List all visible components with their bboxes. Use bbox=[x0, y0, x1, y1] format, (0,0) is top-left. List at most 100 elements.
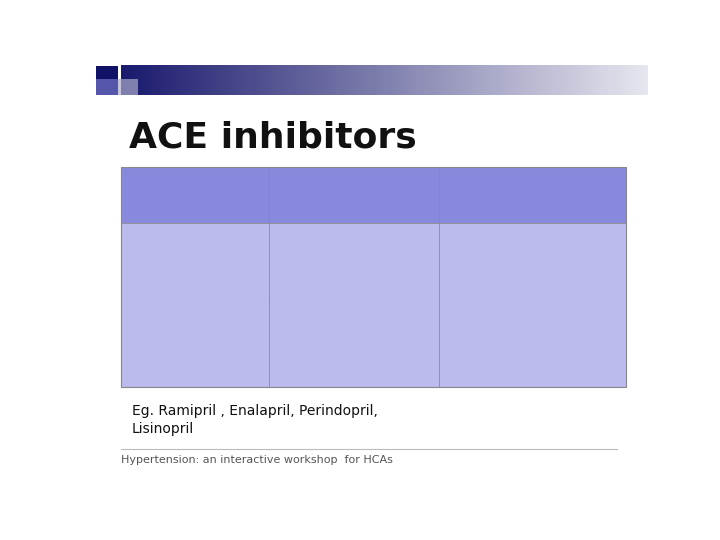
Bar bbox=[560, 65, 565, 94]
Bar bbox=[644, 65, 649, 94]
Bar bbox=[151, 65, 156, 94]
Bar bbox=[485, 65, 490, 94]
Bar bbox=[438, 223, 626, 387]
Bar bbox=[314, 65, 319, 94]
Bar bbox=[529, 65, 534, 94]
Bar bbox=[621, 65, 626, 94]
Bar bbox=[96, 66, 118, 79]
Bar bbox=[217, 65, 222, 94]
Bar bbox=[481, 65, 486, 94]
Bar bbox=[415, 65, 420, 94]
Bar bbox=[318, 65, 323, 94]
Bar bbox=[288, 65, 292, 94]
Bar bbox=[556, 65, 561, 94]
Bar bbox=[118, 79, 138, 94]
Bar bbox=[534, 65, 539, 94]
Bar bbox=[261, 65, 266, 94]
Bar bbox=[508, 65, 513, 94]
Bar bbox=[257, 65, 262, 94]
Bar bbox=[239, 65, 244, 94]
Bar bbox=[600, 65, 605, 94]
Bar bbox=[494, 65, 499, 94]
Bar bbox=[569, 65, 574, 94]
Bar bbox=[516, 65, 521, 94]
Bar bbox=[121, 65, 126, 94]
Bar bbox=[547, 65, 552, 94]
Bar bbox=[341, 65, 346, 94]
Bar bbox=[327, 65, 332, 94]
Bar bbox=[420, 65, 425, 94]
Bar bbox=[564, 65, 570, 94]
Bar bbox=[235, 65, 240, 94]
Bar bbox=[376, 65, 380, 94]
Bar bbox=[310, 65, 315, 94]
Bar bbox=[195, 65, 200, 94]
Bar bbox=[406, 65, 411, 94]
Bar bbox=[639, 65, 644, 94]
Text: Fall in BP
Skin rash
Persistent dry
cough
Effect on kidneys
Major allergic
react: Fall in BP Skin rash Persistent dry coug… bbox=[275, 230, 408, 368]
Bar bbox=[345, 65, 350, 94]
Bar bbox=[121, 167, 269, 223]
Text: Hypertension: an interactive workshop  for HCAs: Hypertension: an interactive workshop fo… bbox=[121, 455, 392, 465]
Bar bbox=[635, 65, 640, 94]
Bar bbox=[204, 65, 209, 94]
Bar bbox=[121, 167, 626, 387]
Bar bbox=[410, 65, 415, 94]
Bar bbox=[613, 65, 618, 94]
Bar bbox=[397, 65, 402, 94]
Bar bbox=[543, 65, 547, 94]
Bar bbox=[631, 65, 635, 94]
Bar bbox=[226, 65, 231, 94]
Bar bbox=[248, 65, 253, 94]
Bar bbox=[332, 65, 336, 94]
Bar bbox=[143, 65, 148, 94]
Bar bbox=[178, 65, 183, 94]
Bar bbox=[274, 65, 279, 94]
Bar bbox=[165, 65, 170, 94]
Bar bbox=[450, 65, 455, 94]
Bar bbox=[156, 65, 161, 94]
Bar bbox=[454, 65, 459, 94]
Bar bbox=[490, 65, 495, 94]
Bar bbox=[209, 65, 214, 94]
Bar bbox=[186, 65, 192, 94]
Bar bbox=[354, 65, 359, 94]
Bar bbox=[464, 65, 469, 94]
Bar bbox=[134, 65, 139, 94]
Bar bbox=[305, 65, 310, 94]
Bar bbox=[253, 65, 258, 94]
Bar bbox=[222, 65, 227, 94]
Bar bbox=[402, 65, 407, 94]
Bar bbox=[573, 65, 578, 94]
Bar bbox=[595, 65, 600, 94]
Bar bbox=[498, 65, 503, 94]
Bar bbox=[604, 65, 609, 94]
Text: On starting, BP will
be checked
regularly.
U&E checked
regularly: On starting, BP will be checked regularl… bbox=[446, 230, 591, 327]
Bar bbox=[372, 65, 376, 94]
Bar bbox=[230, 65, 235, 94]
Bar bbox=[552, 65, 557, 94]
Bar bbox=[384, 65, 390, 94]
Bar bbox=[525, 65, 530, 94]
Bar bbox=[279, 65, 284, 94]
Bar bbox=[336, 65, 341, 94]
Bar bbox=[270, 65, 275, 94]
Bar bbox=[472, 65, 477, 94]
Bar bbox=[459, 65, 464, 94]
Bar bbox=[125, 65, 130, 94]
Bar bbox=[358, 65, 363, 94]
Bar bbox=[191, 65, 196, 94]
Bar bbox=[393, 65, 398, 94]
Bar bbox=[587, 65, 591, 94]
Bar bbox=[292, 65, 297, 94]
Bar bbox=[269, 223, 438, 387]
Bar bbox=[121, 223, 269, 387]
Text: Possible side
effects: Possible side effects bbox=[275, 174, 397, 214]
Bar bbox=[438, 167, 626, 223]
Bar bbox=[521, 65, 526, 94]
Bar bbox=[266, 65, 271, 94]
Bar bbox=[283, 65, 288, 94]
Bar bbox=[174, 65, 179, 94]
Bar bbox=[380, 65, 385, 94]
Bar bbox=[477, 65, 482, 94]
